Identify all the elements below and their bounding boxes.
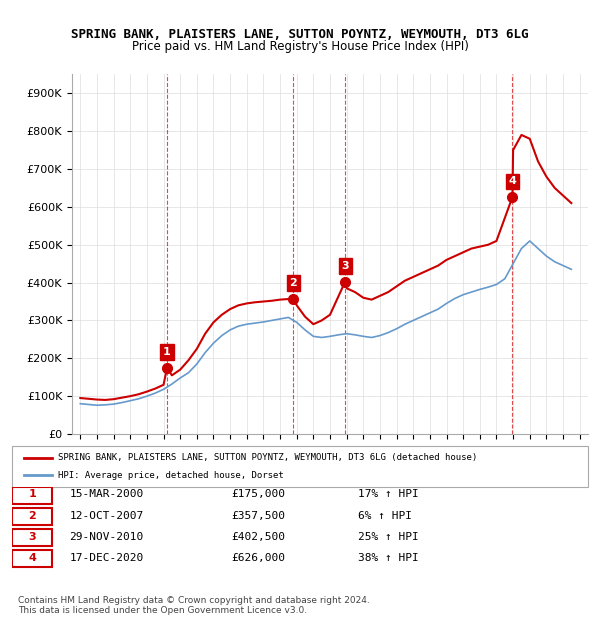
FancyBboxPatch shape [12,508,52,525]
Text: 4: 4 [508,177,517,187]
Text: 2: 2 [289,278,297,288]
Text: HPI: Average price, detached house, Dorset: HPI: Average price, detached house, Dors… [58,471,284,480]
Text: 12-OCT-2007: 12-OCT-2007 [70,510,144,521]
FancyBboxPatch shape [12,529,52,546]
Text: 38% ↑ HPI: 38% ↑ HPI [358,553,418,563]
Text: 3: 3 [341,261,349,271]
Text: 6% ↑ HPI: 6% ↑ HPI [358,510,412,521]
Text: 25% ↑ HPI: 25% ↑ HPI [358,532,418,542]
FancyBboxPatch shape [12,487,52,504]
Text: SPRING BANK, PLAISTERS LANE, SUTTON POYNTZ, WEYMOUTH, DT3 6LG (detached house): SPRING BANK, PLAISTERS LANE, SUTTON POYN… [58,453,478,462]
Text: £175,000: £175,000 [231,489,285,499]
FancyBboxPatch shape [12,446,588,487]
Text: 4: 4 [28,553,36,563]
Text: 3: 3 [28,532,36,542]
Text: This data is licensed under the Open Government Licence v3.0.: This data is licensed under the Open Gov… [18,606,307,616]
FancyBboxPatch shape [12,550,52,567]
Text: 17% ↑ HPI: 17% ↑ HPI [358,489,418,499]
Text: £402,500: £402,500 [231,532,285,542]
Text: 1: 1 [163,347,171,357]
Text: £626,000: £626,000 [231,553,285,563]
Text: 17-DEC-2020: 17-DEC-2020 [70,553,144,563]
Text: 2: 2 [28,510,36,521]
Text: 29-NOV-2010: 29-NOV-2010 [70,532,144,542]
Text: 1: 1 [28,489,36,499]
Text: Price paid vs. HM Land Registry's House Price Index (HPI): Price paid vs. HM Land Registry's House … [131,40,469,53]
Text: SPRING BANK, PLAISTERS LANE, SUTTON POYNTZ, WEYMOUTH, DT3 6LG: SPRING BANK, PLAISTERS LANE, SUTTON POYN… [71,28,529,41]
Text: 15-MAR-2000: 15-MAR-2000 [70,489,144,499]
Text: Contains HM Land Registry data © Crown copyright and database right 2024.: Contains HM Land Registry data © Crown c… [18,596,370,606]
Text: £357,500: £357,500 [231,510,285,521]
